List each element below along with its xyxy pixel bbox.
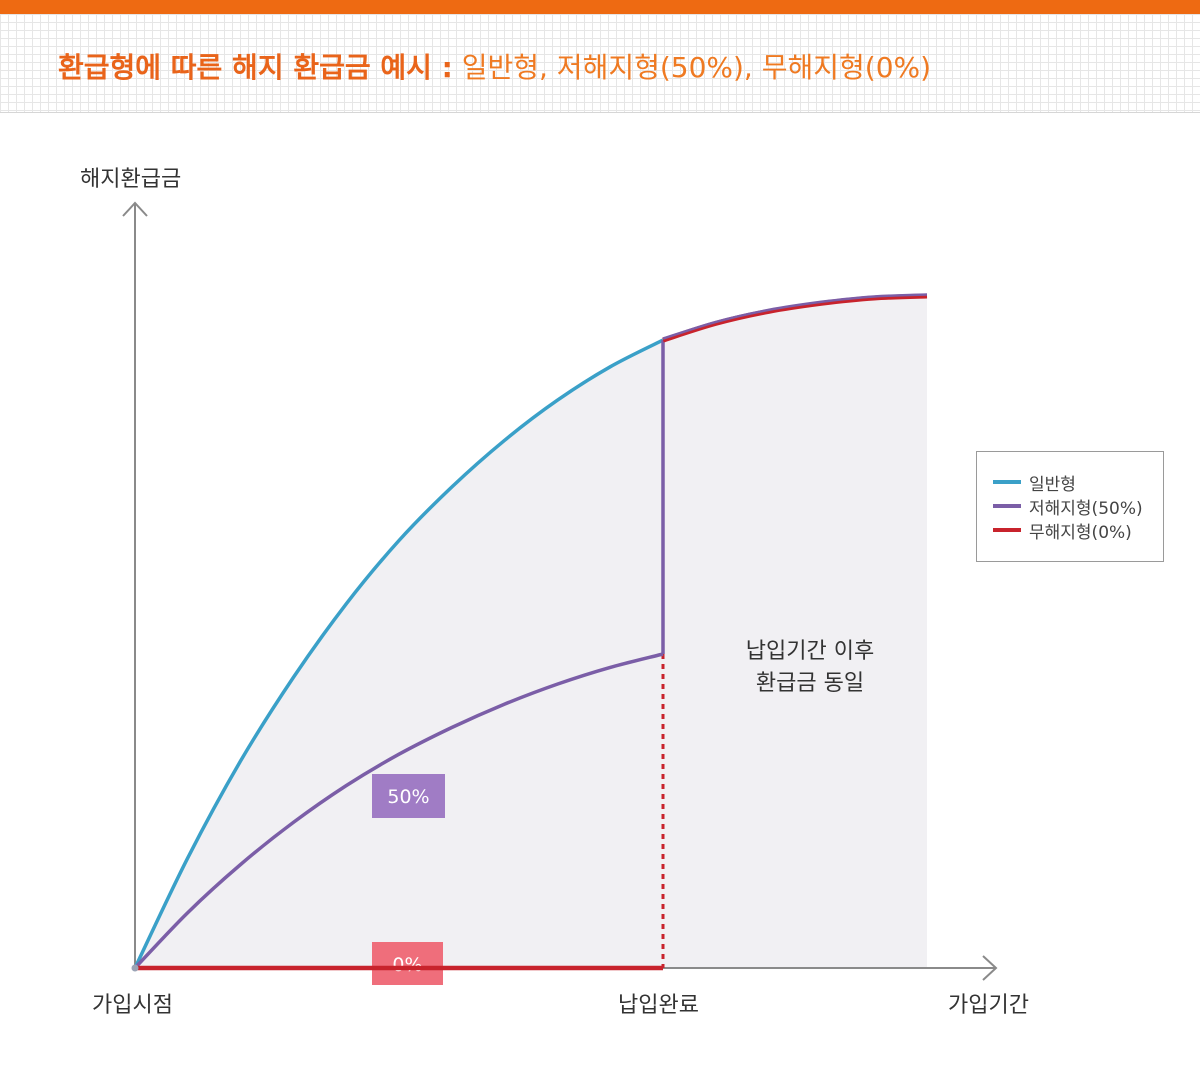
series-line-common-purple: [662, 293, 928, 340]
legend-item-none: 무해지형(0%): [993, 518, 1163, 543]
label-50-text: 50%: [387, 786, 429, 808]
y-axis-title: 해지환급금: [80, 167, 181, 192]
top-accent-bar: [0, 0, 1200, 14]
series-line-common-red: [662, 293, 928, 343]
series-line-regular: [133, 338, 664, 969]
annotation-after-payment-line1: 납입기간 이후: [746, 639, 874, 664]
label-50-box: [372, 774, 445, 818]
legend-label-none: 무해지형(0%): [1029, 522, 1132, 543]
legend-swatch-regular: [993, 480, 1021, 484]
legend-item-regular: 일반형: [993, 470, 1163, 495]
label-0-box: [372, 942, 443, 985]
legend-label-low: 저해지형(50%): [1029, 498, 1143, 519]
title-strong: 환급형에 따른 해지 환급금 예시 :: [58, 51, 453, 84]
origin-point: [131, 964, 139, 972]
legend-swatch-low: [993, 504, 1021, 508]
header-banner: 환급형에 따른 해지 환급금 예시 : 일반형, 저해지형(50%), 무해지형…: [0, 14, 1200, 113]
y-axis-arrowhead: [122, 201, 148, 217]
page-title: 환급형에 따른 해지 환급금 예시 : 일반형, 저해지형(50%), 무해지형…: [58, 46, 931, 86]
series-line-low: [133, 652, 664, 970]
label-0-text: 0%: [392, 954, 422, 976]
chart-legend: 일반형 저해지형(50%) 무해지형(0%): [976, 451, 1164, 562]
x-axis-arrowhead: [982, 955, 998, 981]
title-light: 일반형, 저해지형(50%), 무해지형(0%): [452, 51, 932, 84]
legend-swatch-none: [993, 528, 1021, 532]
x-tick-payment-complete: 납입완료: [618, 993, 699, 1018]
legend-label-regular: 일반형: [1029, 474, 1076, 495]
legend-item-low: 저해지형(50%): [993, 494, 1163, 519]
x-tick-start: 가입시점: [92, 993, 173, 1018]
annotation-after-payment-line2: 환급금 동일: [756, 671, 864, 696]
x-axis-title: 가입기간: [948, 993, 1029, 1018]
shaded-area: [135, 296, 927, 968]
